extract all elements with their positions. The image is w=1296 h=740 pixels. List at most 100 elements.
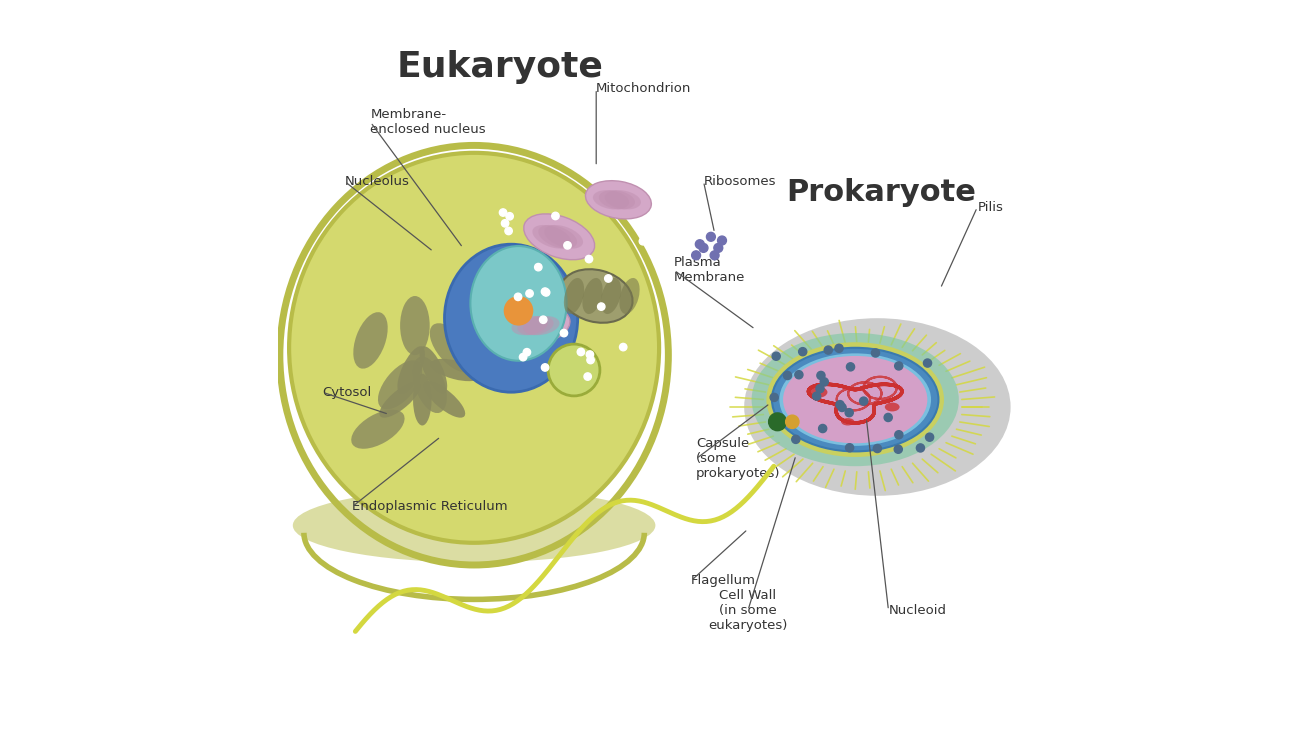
- Circle shape: [505, 227, 512, 235]
- Circle shape: [769, 413, 787, 431]
- Circle shape: [539, 316, 547, 323]
- Ellipse shape: [783, 356, 928, 443]
- Circle shape: [845, 408, 853, 417]
- Circle shape: [794, 371, 804, 379]
- Circle shape: [564, 242, 572, 249]
- Circle shape: [515, 293, 522, 300]
- Circle shape: [499, 209, 507, 216]
- Ellipse shape: [512, 316, 548, 335]
- Circle shape: [534, 263, 542, 271]
- Circle shape: [859, 397, 868, 406]
- Circle shape: [706, 232, 715, 241]
- Circle shape: [916, 444, 924, 452]
- Ellipse shape: [544, 225, 583, 249]
- Circle shape: [597, 303, 605, 310]
- Circle shape: [502, 220, 509, 227]
- Circle shape: [577, 349, 584, 356]
- Circle shape: [587, 357, 595, 364]
- Ellipse shape: [524, 316, 560, 335]
- Ellipse shape: [548, 344, 600, 396]
- Text: Endoplasmic Reticulum: Endoplasmic Reticulum: [353, 500, 508, 514]
- Circle shape: [784, 371, 792, 380]
- Ellipse shape: [599, 190, 635, 209]
- Circle shape: [845, 444, 854, 452]
- Ellipse shape: [560, 269, 632, 323]
- Circle shape: [714, 243, 723, 252]
- Circle shape: [820, 377, 828, 386]
- Circle shape: [798, 348, 807, 356]
- Circle shape: [505, 212, 513, 220]
- Circle shape: [792, 435, 800, 443]
- Ellipse shape: [424, 382, 465, 417]
- Text: Nucleolus: Nucleolus: [345, 175, 410, 188]
- Circle shape: [639, 238, 647, 245]
- Circle shape: [526, 290, 533, 297]
- Text: Cytosol: Cytosol: [323, 386, 372, 399]
- Circle shape: [520, 354, 526, 361]
- Ellipse shape: [538, 225, 577, 249]
- Ellipse shape: [752, 333, 959, 466]
- Ellipse shape: [354, 312, 388, 369]
- Circle shape: [586, 351, 594, 358]
- Circle shape: [586, 255, 592, 263]
- Circle shape: [552, 212, 559, 220]
- Ellipse shape: [517, 316, 553, 335]
- Ellipse shape: [772, 348, 938, 451]
- Ellipse shape: [445, 244, 578, 392]
- Circle shape: [924, 359, 932, 367]
- Ellipse shape: [766, 342, 943, 457]
- Circle shape: [894, 431, 903, 439]
- Ellipse shape: [841, 418, 854, 426]
- Ellipse shape: [293, 488, 656, 562]
- Text: Nucleoid: Nucleoid: [889, 604, 946, 617]
- Ellipse shape: [524, 214, 595, 260]
- Ellipse shape: [398, 346, 425, 394]
- Circle shape: [785, 415, 798, 428]
- Circle shape: [699, 243, 708, 252]
- Circle shape: [816, 385, 824, 393]
- Ellipse shape: [380, 382, 421, 417]
- Circle shape: [839, 403, 846, 411]
- Circle shape: [874, 445, 881, 453]
- Text: Mitochondrion: Mitochondrion: [596, 82, 692, 95]
- Text: Cell Wall
(in some
eukaryotes): Cell Wall (in some eukaryotes): [708, 589, 788, 632]
- Ellipse shape: [504, 296, 533, 326]
- Ellipse shape: [619, 278, 640, 314]
- Ellipse shape: [400, 296, 430, 355]
- Ellipse shape: [779, 354, 931, 445]
- Ellipse shape: [413, 374, 432, 425]
- Circle shape: [696, 240, 704, 249]
- Text: Plasma
Membrane: Plasma Membrane: [674, 256, 745, 284]
- Text: Pilis: Pilis: [977, 201, 1003, 214]
- Text: Prokaryote: Prokaryote: [787, 178, 976, 207]
- Circle shape: [692, 251, 701, 260]
- Circle shape: [543, 289, 550, 296]
- Ellipse shape: [582, 278, 603, 314]
- Circle shape: [770, 394, 778, 402]
- Ellipse shape: [605, 190, 642, 209]
- Ellipse shape: [586, 181, 652, 219]
- Ellipse shape: [430, 359, 481, 381]
- Circle shape: [584, 373, 591, 380]
- Circle shape: [710, 251, 719, 260]
- Circle shape: [819, 425, 827, 433]
- Circle shape: [542, 364, 548, 371]
- Text: Flagellum: Flagellum: [691, 574, 756, 588]
- Ellipse shape: [420, 346, 447, 394]
- Ellipse shape: [378, 360, 422, 409]
- Circle shape: [524, 349, 530, 356]
- Circle shape: [772, 352, 780, 360]
- Ellipse shape: [470, 246, 566, 361]
- Circle shape: [813, 392, 820, 400]
- Circle shape: [884, 414, 892, 422]
- Circle shape: [824, 346, 832, 354]
- Ellipse shape: [412, 357, 447, 413]
- Text: Ribosomes: Ribosomes: [704, 175, 776, 188]
- Circle shape: [925, 433, 933, 441]
- Circle shape: [894, 362, 903, 370]
- Circle shape: [835, 344, 844, 352]
- Ellipse shape: [809, 386, 827, 398]
- Ellipse shape: [601, 278, 621, 314]
- Ellipse shape: [744, 318, 1011, 496]
- Circle shape: [846, 363, 854, 371]
